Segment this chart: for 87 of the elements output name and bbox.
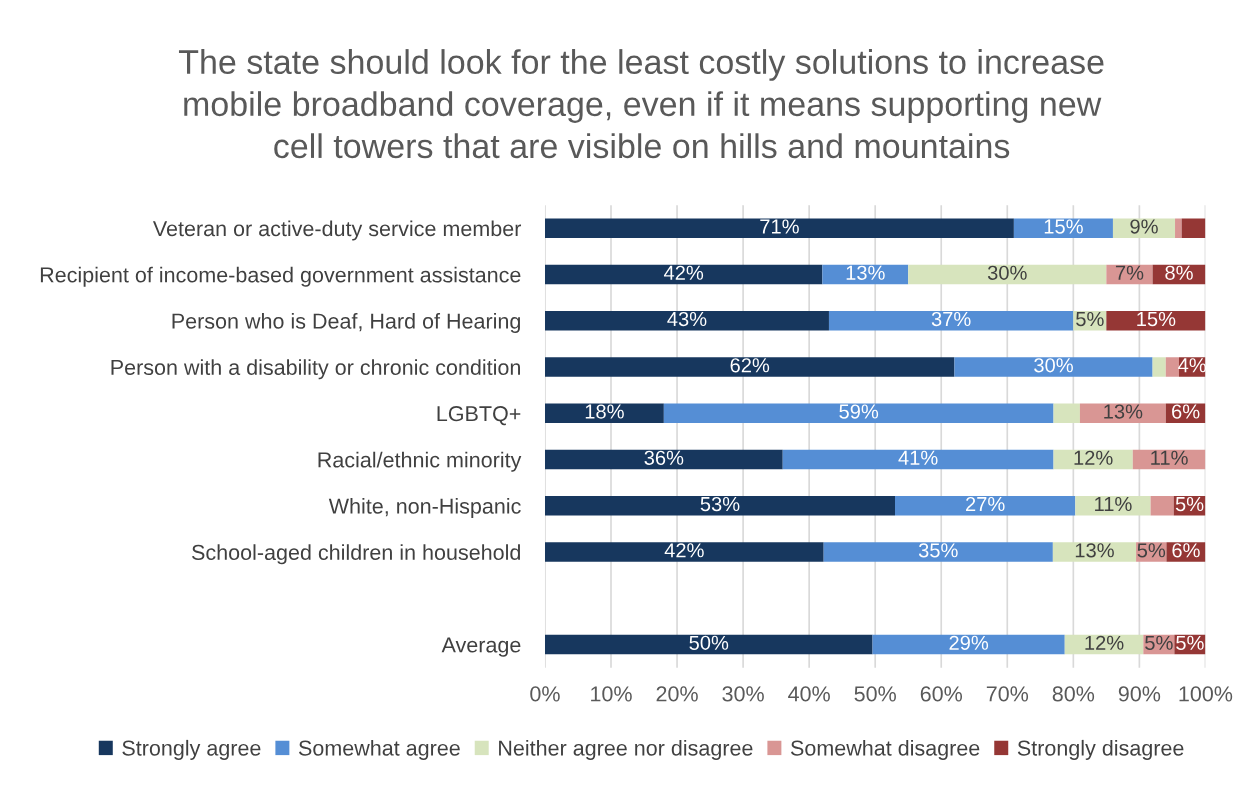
data-label: 42% xyxy=(664,543,704,558)
x-tick-label: 80% xyxy=(1052,686,1095,702)
data-label: 27% xyxy=(966,496,1005,512)
bar xyxy=(1181,218,1206,238)
x-tick-label: 30% xyxy=(722,686,764,702)
bar xyxy=(1165,357,1179,377)
legend-label: Strongly agree xyxy=(122,739,261,760)
bar xyxy=(544,357,955,377)
data-label: 12% xyxy=(1085,635,1124,650)
bar xyxy=(1150,496,1174,516)
data-label: 43% xyxy=(667,311,707,327)
y-tick-label: Recipient of income-based government assistance xyxy=(40,266,521,287)
x-tick-label: 20% xyxy=(656,686,698,702)
chart-title: The state should look for the least costly solutions to increase mobile broadband coverage, even if it means supporting new cell towers that are visible on hills and mountains xyxy=(178,49,1104,159)
data-label: 18% xyxy=(585,404,624,419)
data-label: 37% xyxy=(931,311,971,327)
data-label: 6% xyxy=(1172,543,1200,558)
y-tick-label: Racial/ethnic minority xyxy=(318,451,522,472)
y-tick-label: School-aged children in household xyxy=(192,544,520,565)
data-label: 30% xyxy=(987,265,1027,280)
bar xyxy=(872,634,1065,655)
data-label: 50% xyxy=(689,635,729,650)
x-tick-label: 90% xyxy=(1118,686,1161,702)
bar xyxy=(1053,403,1080,423)
bar xyxy=(895,496,1076,516)
bar xyxy=(1052,542,1137,562)
y-tick-label: White, non-Hispanic xyxy=(328,497,521,519)
data-label: 11% xyxy=(1151,450,1188,465)
bar xyxy=(954,357,1153,377)
data-label: 11% xyxy=(1095,497,1132,512)
y-tick-label: Average xyxy=(441,637,521,657)
legend-label: Somewhat agree xyxy=(298,739,460,760)
bar xyxy=(1013,218,1113,238)
bar xyxy=(544,403,664,423)
data-label: 41% xyxy=(898,450,938,465)
data-label: 7% xyxy=(1115,265,1144,280)
bar xyxy=(828,311,1074,331)
data-label: 30% xyxy=(1034,358,1073,373)
bar xyxy=(544,264,823,285)
x-tick-label: 60% xyxy=(920,686,963,702)
bar xyxy=(823,542,1053,562)
data-label: 5% xyxy=(1176,635,1204,650)
legend-label: Neither agree nor disagree xyxy=(499,739,753,760)
x-tick-label: 50% xyxy=(854,686,896,702)
data-label: 15% xyxy=(1137,311,1176,327)
bar xyxy=(782,449,1054,470)
bar xyxy=(908,264,1107,285)
x-tick-label: 40% xyxy=(788,686,830,702)
x-tick-label: 70% xyxy=(986,686,1029,702)
bar xyxy=(663,403,1054,423)
legend-label: Somewhat disagree xyxy=(790,739,980,760)
bar xyxy=(544,311,829,331)
data-label: 53% xyxy=(700,496,740,512)
data-label: 5% xyxy=(1076,311,1104,327)
y-tick-label: Person with a disability or chronic condition xyxy=(111,359,520,380)
data-label: 71% xyxy=(760,219,799,234)
data-label: 9% xyxy=(1130,219,1158,234)
data-label: 36% xyxy=(644,450,684,465)
data-label: 12% xyxy=(1074,450,1113,465)
data-label: 42% xyxy=(663,265,704,280)
legend-label: Strongly disagree xyxy=(1017,739,1184,760)
data-label: 6% xyxy=(1172,404,1200,419)
bar xyxy=(544,449,783,470)
data-label: 62% xyxy=(730,358,770,373)
data-label: 5% xyxy=(1175,497,1204,512)
data-label: 35% xyxy=(918,543,958,558)
data-label: 29% xyxy=(949,635,989,650)
data-label: 8% xyxy=(1165,265,1193,280)
bar xyxy=(544,218,1014,238)
bar xyxy=(544,496,895,516)
y-tick-label: LGBTQ+ xyxy=(437,406,521,426)
data-label: 13% xyxy=(1104,404,1143,419)
x-tick-label: 0% xyxy=(530,686,560,702)
data-label: 15% xyxy=(1044,219,1083,234)
data-label: 5% xyxy=(1137,543,1166,558)
bar xyxy=(1175,218,1182,238)
x-tick-label: 100% xyxy=(1179,686,1233,702)
bar xyxy=(544,542,824,562)
data-label: 5% xyxy=(1145,635,1173,650)
bar xyxy=(1152,357,1166,377)
data-label: 59% xyxy=(839,404,879,419)
y-tick-label: Veteran or active-duty service member xyxy=(152,220,522,241)
x-tick-label: 10% xyxy=(591,686,632,702)
data-label: 13% xyxy=(846,265,885,280)
y-tick-label: Person who is Deaf, Hard of Hearing xyxy=(172,312,520,334)
data-label: 13% xyxy=(1075,543,1114,558)
bar xyxy=(544,634,873,655)
